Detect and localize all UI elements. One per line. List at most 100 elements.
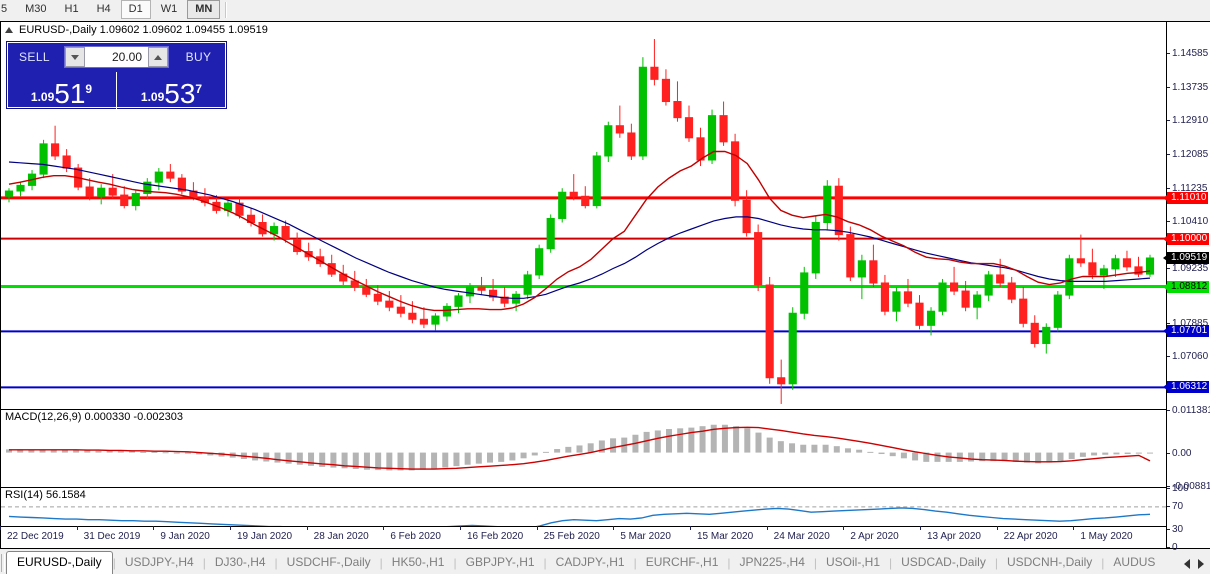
candle-body xyxy=(442,305,452,317)
tab-scroll-left-icon[interactable] xyxy=(1184,559,1190,569)
buy-price-quote[interactable]: 1.09 53 7 xyxy=(117,72,226,110)
candle-body xyxy=(811,222,820,274)
chart-tab-usdcnhdaily[interactable]: USDCNH-,Daily xyxy=(1006,555,1093,569)
rsi-tick: 70 xyxy=(1167,501,1183,512)
price-level-label-red[interactable]: 1.10000 xyxy=(1163,232,1210,245)
occ-top-row: SELL 20.00 BUY xyxy=(7,42,226,72)
chart-tab-usdchfdaily[interactable]: USDCHF-,Daily xyxy=(286,555,371,569)
macd-pane[interactable]: MACD(12,26,9) 0.000330 -0.002303 xyxy=(1,409,1166,486)
tab-separator: | xyxy=(453,556,457,570)
candle-body xyxy=(880,282,890,312)
chart-tab-cadjpyh1[interactable]: CADJPY-,H1 xyxy=(555,555,625,569)
candle-body xyxy=(454,295,463,307)
chart-tab-usoilh1[interactable]: USOil-,H1 xyxy=(826,555,881,569)
toolbar-separator xyxy=(225,1,228,18)
chart-tab-eurusddaily[interactable]: EURUSD-,Daily xyxy=(6,551,113,574)
macd-histogram-bar xyxy=(106,450,113,453)
macd-histogram-bar xyxy=(509,452,516,461)
price-level-label-blue[interactable]: 1.06312 xyxy=(1163,381,1210,394)
price-level-label-black[interactable]: 1.09519 xyxy=(1163,252,1210,265)
sell-button[interactable]: SELL xyxy=(19,50,50,64)
tab-separator: | xyxy=(727,556,731,570)
candle-body xyxy=(500,296,509,304)
macd-histogram-bar xyxy=(744,428,751,453)
candle-body xyxy=(350,280,359,288)
tab-scroll-arrows xyxy=(1184,559,1210,574)
price-level-label-blue[interactable]: 1.07701 xyxy=(1163,325,1210,338)
rsi-tick: 30 xyxy=(1167,525,1183,535)
candle-body xyxy=(523,274,532,295)
chart-tab-gbpjpyh1[interactable]: GBPJPY-,H1 xyxy=(465,555,535,569)
candle-body xyxy=(408,312,417,320)
macd-histogram-bar xyxy=(363,452,370,470)
occ-quotes-row: 1.09 51 9 1.09 53 7 xyxy=(7,72,226,110)
chart-tab-eurchfh1[interactable]: EURCHF-,H1 xyxy=(645,555,719,569)
macd-histogram-bar xyxy=(151,451,158,453)
timeframe-button-5[interactable]: 5 xyxy=(1,3,8,15)
candle-body xyxy=(834,185,843,236)
candle-body xyxy=(719,115,728,143)
chart-tab-hk50h1[interactable]: HK50-,H1 xyxy=(391,555,445,569)
macd-histogram-bar xyxy=(822,444,829,453)
macd-histogram-bar xyxy=(643,431,650,453)
collapse-triangle-icon[interactable] xyxy=(5,26,13,33)
price-level-value: 1.07701 xyxy=(1171,325,1208,337)
time-axis-label: 15 Mar 2020 xyxy=(689,526,754,542)
timeframe-button-m30[interactable]: M30 xyxy=(25,3,47,15)
macd-histogram-bar xyxy=(397,452,404,471)
candle-body xyxy=(1030,322,1039,344)
macd-histogram-bar xyxy=(990,452,997,462)
timeframe-button-h1[interactable]: H1 xyxy=(64,3,79,15)
macd-histogram-bar xyxy=(285,452,292,464)
macd-histogram-bar xyxy=(654,430,661,453)
price-level-label-green[interactable]: 1.08812 xyxy=(1163,280,1210,293)
chart-tab-audus[interactable]: AUDUS xyxy=(1113,555,1156,569)
macd-histogram-bar xyxy=(319,452,326,467)
buy-price-prefix: 1.09 xyxy=(140,90,165,104)
macd-histogram-bar xyxy=(296,452,303,465)
buy-button[interactable]: BUY xyxy=(185,50,212,64)
time-scale[interactable]: 22 Dec 2019 31 Dec 2019 9 Jan 2020 19 Jan 2… xyxy=(0,526,1166,548)
rsi-line xyxy=(8,507,1151,529)
price-scale[interactable]: 1.14585 1.13735 1.12910 1.12085 1.11235 1.104… xyxy=(1163,22,1210,553)
timeframe-toolbar: 5 M30 H1 H4 D1 W1 MN xyxy=(0,0,1210,19)
candle-body xyxy=(650,66,659,80)
macd-histogram-bar xyxy=(308,452,315,466)
macd-histogram-bar xyxy=(341,452,348,469)
macd-histogram-bar xyxy=(61,450,68,453)
chart-tab-dj30h4[interactable]: DJ30-,H4 xyxy=(214,555,266,569)
candle-body xyxy=(16,184,25,192)
macd-histogram-bar xyxy=(878,452,885,455)
volume-decrease-button[interactable] xyxy=(65,47,85,67)
timeframe-button-w1[interactable]: W1 xyxy=(160,3,178,15)
price-tick: 1.12910 xyxy=(1167,116,1208,126)
chart-tab-usdcaddaily[interactable]: USDCAD-,Daily xyxy=(901,555,986,569)
timeframe-button-h4[interactable]: H4 xyxy=(96,3,111,15)
macd-histogram-bar xyxy=(856,449,863,453)
macd-histogram-bar xyxy=(833,446,840,453)
chart-tab-usdjpyh4[interactable]: USDJPY-,H4 xyxy=(124,555,194,569)
candle-body xyxy=(800,272,809,314)
macd-histogram-bar xyxy=(1102,452,1109,455)
macd-histogram-bar xyxy=(84,450,91,453)
sell-price-quote[interactable]: 1.09 51 9 xyxy=(7,72,117,110)
price-level-value: 1.11010 xyxy=(1171,191,1207,203)
volume-increase-button[interactable] xyxy=(148,47,168,67)
tab-scroll-right-icon[interactable] xyxy=(1198,559,1204,569)
timeframe-button-d1[interactable]: D1 xyxy=(120,0,151,19)
macd-title: MACD(12,26,9) 0.000330 -0.002303 xyxy=(5,411,183,423)
tab-separator: | xyxy=(112,556,116,570)
macd-histogram-bar xyxy=(789,443,796,453)
macd-histogram-bar xyxy=(520,452,527,459)
price-tick: 1.13735 xyxy=(1167,83,1208,93)
price-level-label-red[interactable]: 1.11010 xyxy=(1163,191,1209,204)
chart-tab-jpn225h4[interactable]: JPN225-,H4 xyxy=(739,555,805,569)
candle-body xyxy=(143,181,152,194)
price-level-value: 1.06312 xyxy=(1171,381,1208,393)
candle-body xyxy=(1042,326,1051,344)
volume-input[interactable]: 20.00 xyxy=(111,50,142,64)
chart-tab-bar: EURUSD-,Daily | USDJPY-,H4 | DJ30-,H4 | USDCHF… xyxy=(0,550,1210,574)
tab-separator: | xyxy=(1101,556,1105,570)
timeframe-button-mn[interactable]: MN xyxy=(187,0,221,19)
candle-body xyxy=(465,286,475,297)
